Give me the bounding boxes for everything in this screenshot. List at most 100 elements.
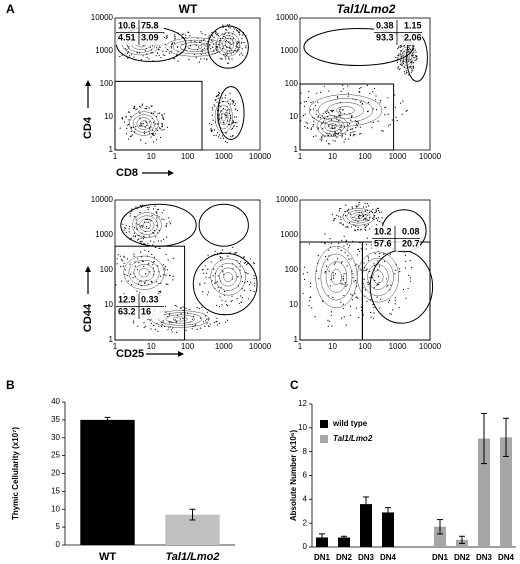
event-dot xyxy=(147,243,149,245)
event-dot xyxy=(313,117,315,119)
event-dot xyxy=(131,284,133,286)
event-dot xyxy=(210,261,212,263)
event-dot xyxy=(236,30,238,32)
event-dot xyxy=(319,117,321,119)
event-dot xyxy=(349,133,351,135)
y-tick-label: 40 xyxy=(51,397,60,406)
arrow-head xyxy=(168,170,174,176)
event-dot xyxy=(311,307,313,309)
event-dot xyxy=(142,260,144,262)
event-dot xyxy=(319,138,321,140)
event-dot xyxy=(384,114,386,116)
event-dot xyxy=(315,135,317,137)
y-tick-label: 10 xyxy=(51,504,60,513)
event-dot xyxy=(216,132,219,134)
event-dot xyxy=(231,295,233,297)
event-dot xyxy=(144,107,146,110)
event-dot xyxy=(128,123,130,125)
event-dot xyxy=(373,219,375,221)
event-dot xyxy=(192,315,195,317)
event-dot xyxy=(406,71,408,73)
event-dot xyxy=(165,37,167,40)
event-dot xyxy=(329,143,331,145)
event-dot xyxy=(366,84,368,86)
event-dot xyxy=(152,141,155,143)
event-dot xyxy=(325,112,328,115)
event-dot xyxy=(217,93,219,96)
event-dot xyxy=(167,269,169,271)
event-dot xyxy=(138,262,140,264)
event-dot xyxy=(216,317,218,319)
event-dot xyxy=(358,215,360,217)
event-dot xyxy=(228,112,230,115)
contour xyxy=(320,118,345,135)
event-dot xyxy=(379,102,381,104)
event-dot xyxy=(345,240,347,242)
event-dot xyxy=(233,125,235,127)
contour xyxy=(140,120,148,127)
event-dot xyxy=(337,247,339,249)
event-dot xyxy=(415,55,418,57)
event-dot xyxy=(375,224,378,226)
event-dot xyxy=(161,323,163,325)
contour xyxy=(327,102,364,119)
event-dot xyxy=(117,254,119,256)
contour xyxy=(138,268,150,278)
event-dot xyxy=(212,46,214,48)
event-dot xyxy=(235,252,237,254)
event-dot xyxy=(337,258,339,260)
event-dot xyxy=(150,220,152,222)
event-dot xyxy=(163,113,165,115)
event-dot xyxy=(372,121,374,123)
event-dot xyxy=(133,216,136,218)
event-dot xyxy=(253,277,255,280)
event-dot xyxy=(204,34,206,36)
event-dot xyxy=(317,128,319,130)
event-dot xyxy=(124,273,126,276)
event-dot xyxy=(150,136,152,138)
event-dot xyxy=(201,51,203,53)
quadrant-value: 12.9 xyxy=(118,294,136,304)
event-dot xyxy=(234,252,236,254)
event-dot xyxy=(214,99,216,102)
event-dot xyxy=(230,300,232,303)
event-dot xyxy=(358,204,360,206)
event-dot xyxy=(250,281,252,283)
event-dot xyxy=(159,275,162,277)
event-dot xyxy=(350,293,352,295)
event-dot xyxy=(160,282,162,284)
event-dot xyxy=(174,319,176,321)
event-dot xyxy=(211,129,213,131)
event-dot xyxy=(342,307,344,310)
event-dot xyxy=(340,90,342,92)
event-dot xyxy=(370,316,372,318)
event-dot xyxy=(156,123,158,125)
event-dot xyxy=(331,125,333,127)
event-dot xyxy=(172,279,174,281)
event-dot xyxy=(151,105,153,107)
contour xyxy=(219,108,229,126)
contour xyxy=(132,212,162,239)
event-dot xyxy=(213,134,215,137)
event-dot xyxy=(405,70,407,72)
event-dot xyxy=(225,304,228,306)
contour xyxy=(216,32,240,57)
event-dot xyxy=(229,109,231,111)
event-dot xyxy=(189,35,191,37)
event-dot xyxy=(174,35,176,37)
event-dot xyxy=(229,47,231,49)
event-dot xyxy=(401,113,403,115)
event-dot xyxy=(347,130,349,132)
y-tick-label: 1000 xyxy=(95,46,113,55)
event-dot xyxy=(199,283,201,285)
event-dot xyxy=(308,305,310,307)
event-dot xyxy=(219,296,221,298)
event-dot xyxy=(133,107,135,109)
event-dot xyxy=(205,272,208,274)
event-dot xyxy=(213,43,215,45)
y-tick-label: 10000 xyxy=(276,195,299,204)
contour xyxy=(128,259,160,286)
y-tick-label: 2 xyxy=(303,518,308,527)
event-dot xyxy=(377,269,379,271)
event-dot xyxy=(231,58,233,60)
